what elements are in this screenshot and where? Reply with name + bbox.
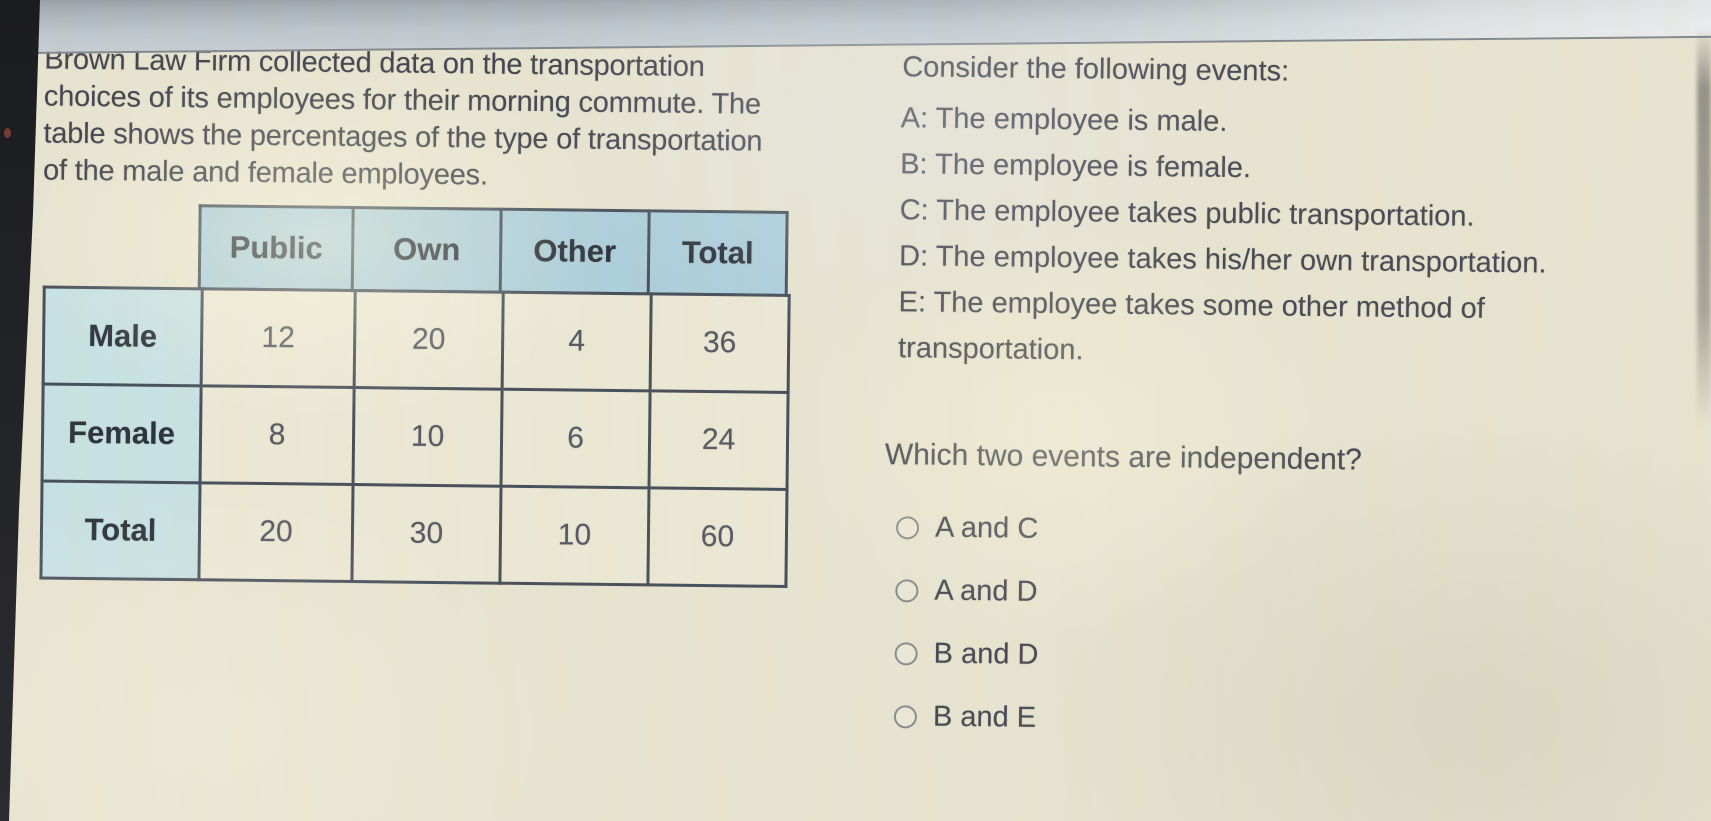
row-header-male: Male xyxy=(43,287,203,386)
answer-option-b-and-d[interactable]: B and D xyxy=(894,637,1039,670)
cell-total-public: 20 xyxy=(198,482,354,582)
cell-male-other: 4 xyxy=(502,292,652,391)
answer-options: A and C A and D B and D B and E xyxy=(893,511,1040,769)
question-intro: Brown Law Firm collected data on the tra… xyxy=(42,43,763,192)
row-header-female: Female xyxy=(42,384,202,483)
events-title: Consider the following events: xyxy=(902,51,1290,88)
radio-button-icon[interactable] xyxy=(895,515,920,539)
cell-total-other: 10 xyxy=(499,486,650,585)
event-item-c: C: The employee takes public transportat… xyxy=(899,194,1475,233)
cell-female-other: 6 xyxy=(501,389,651,488)
cell-female-public: 8 xyxy=(200,385,355,485)
table-row: Male 12 20 4 36 xyxy=(43,287,790,393)
event-item-a: A: The employee is male. xyxy=(900,102,1228,138)
radio-button-icon[interactable] xyxy=(894,641,918,665)
cell-male-public: 12 xyxy=(201,288,356,388)
cell-female-total: 24 xyxy=(649,390,789,490)
option-label: B and D xyxy=(933,637,1039,671)
column-header-total: Total xyxy=(648,210,788,296)
radio-button-icon[interactable] xyxy=(893,704,918,728)
cell-female-own: 10 xyxy=(353,387,503,487)
cell-total-total: 60 xyxy=(647,487,787,587)
event-item-e: E: The employee takes some other method … xyxy=(897,286,1486,367)
answer-option-b-and-e[interactable]: B and E xyxy=(893,700,1038,733)
cell-male-total: 36 xyxy=(650,293,790,393)
events-list: A: The employee is male. B: The employee… xyxy=(898,95,1601,379)
transportation-table-header: Public Own Other Total xyxy=(198,204,789,297)
cell-total-own: 30 xyxy=(351,484,502,584)
event-item-b: B: The employee is female. xyxy=(900,148,1252,185)
option-label: A and D xyxy=(934,574,1038,608)
column-header-public: Public xyxy=(199,205,354,291)
cell-male-own: 20 xyxy=(354,290,504,390)
question-prompt: Which two events are independent? xyxy=(884,438,1363,477)
answer-option-a-and-d[interactable]: A and D xyxy=(895,574,1039,607)
option-label: B and E xyxy=(932,700,1037,734)
row-header-total: Total xyxy=(40,481,201,580)
table-row: Total 20 30 10 60 xyxy=(40,481,787,587)
event-item-d: D: The employee takes his/her own transp… xyxy=(898,240,1547,280)
column-header-other: Other xyxy=(500,209,650,294)
column-header-own: Own xyxy=(352,207,502,293)
transportation-table-body: Male 12 20 4 36 Female 8 10 6 24 Total 2… xyxy=(39,286,790,588)
answer-option-a-and-c[interactable]: A and C xyxy=(895,511,1040,544)
option-label: A and C xyxy=(934,511,1039,545)
table-row: Female 8 10 6 24 xyxy=(42,384,789,490)
radio-button-icon[interactable] xyxy=(895,578,919,602)
